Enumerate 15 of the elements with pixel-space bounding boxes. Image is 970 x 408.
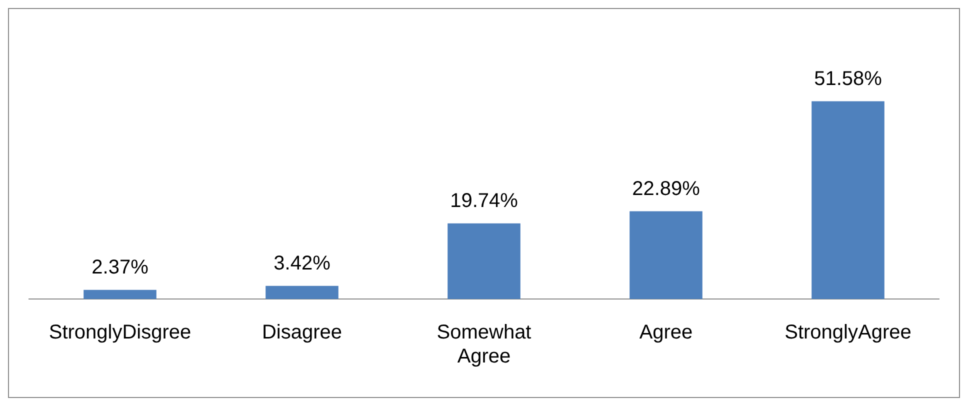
bar xyxy=(266,286,338,299)
x-tick-label: Somewhat Agree xyxy=(436,322,532,368)
bar xyxy=(630,211,702,299)
data-label: 51.58% xyxy=(814,68,882,90)
x-tick-label: Disagree xyxy=(262,322,342,344)
bar xyxy=(812,101,884,299)
data-label: 22.89% xyxy=(632,178,700,200)
x-tick-label: Agree xyxy=(639,322,693,344)
data-label: 2.37% xyxy=(92,256,149,278)
data-label: 3.42% xyxy=(274,252,331,274)
bar xyxy=(448,223,520,299)
bar xyxy=(84,290,156,299)
x-tick-label: StronglyDisgree xyxy=(48,322,192,344)
data-label: 19.74% xyxy=(450,190,518,212)
x-tick-label: StronglyAgree xyxy=(784,322,912,344)
